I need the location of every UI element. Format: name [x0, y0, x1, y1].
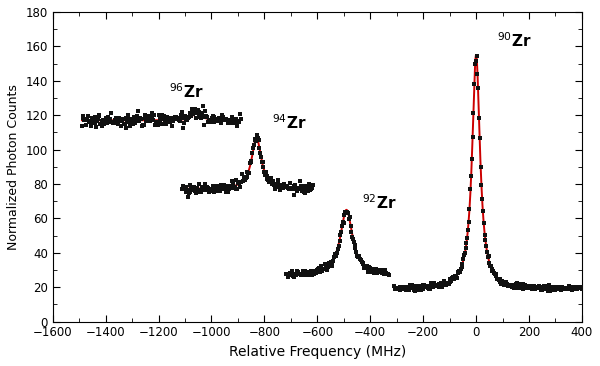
Y-axis label: Normalized Photon Counts: Normalized Photon Counts	[7, 84, 20, 250]
Text: $^{90}$Zr: $^{90}$Zr	[497, 31, 532, 50]
X-axis label: Relative Frequency (MHz): Relative Frequency (MHz)	[229, 345, 406, 359]
Text: $^{96}$Zr: $^{96}$Zr	[169, 83, 204, 101]
Text: $^{92}$Zr: $^{92}$Zr	[362, 193, 397, 212]
Text: $^{94}$Zr: $^{94}$Zr	[272, 114, 307, 132]
